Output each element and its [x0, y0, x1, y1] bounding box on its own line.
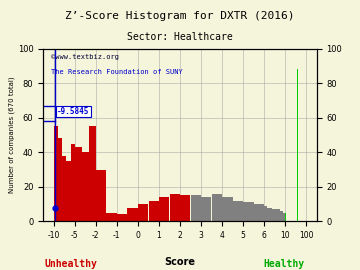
- Text: The Research Foundation of SUNY: The Research Foundation of SUNY: [51, 69, 183, 75]
- Bar: [283, 213, 285, 221]
- Bar: [243, 202, 253, 221]
- Bar: [127, 208, 138, 221]
- Bar: [201, 197, 211, 221]
- Bar: [82, 152, 89, 221]
- Bar: [180, 195, 190, 221]
- Bar: [117, 214, 127, 221]
- Bar: [275, 209, 277, 221]
- Text: Unhealthy: Unhealthy: [44, 259, 97, 269]
- Text: -9.5845: -9.5845: [57, 107, 90, 116]
- Bar: [270, 208, 272, 221]
- Bar: [277, 209, 280, 221]
- Bar: [222, 197, 233, 221]
- Text: Z’-Score Histogram for DXTR (2016): Z’-Score Histogram for DXTR (2016): [65, 11, 295, 21]
- Bar: [66, 161, 71, 221]
- Bar: [58, 139, 62, 221]
- Y-axis label: Number of companies (670 total): Number of companies (670 total): [8, 77, 15, 193]
- Bar: [54, 126, 58, 221]
- Bar: [89, 126, 96, 221]
- Bar: [170, 194, 180, 221]
- Bar: [62, 156, 66, 221]
- Bar: [107, 213, 117, 221]
- Bar: [272, 209, 275, 221]
- Bar: [159, 197, 169, 221]
- Bar: [254, 204, 264, 221]
- Bar: [71, 144, 75, 221]
- Text: Healthy: Healthy: [264, 259, 305, 269]
- Bar: [149, 201, 159, 221]
- Bar: [96, 170, 106, 221]
- Text: Sector: Healthcare: Sector: Healthcare: [127, 32, 233, 42]
- Bar: [75, 147, 82, 221]
- Bar: [280, 211, 283, 221]
- Bar: [191, 195, 201, 221]
- X-axis label: Score: Score: [165, 257, 195, 267]
- Bar: [264, 206, 267, 221]
- Text: ©www.textbiz.org: ©www.textbiz.org: [51, 54, 120, 60]
- Bar: [233, 201, 243, 221]
- Bar: [138, 204, 148, 221]
- Bar: [212, 194, 222, 221]
- Bar: [267, 208, 269, 221]
